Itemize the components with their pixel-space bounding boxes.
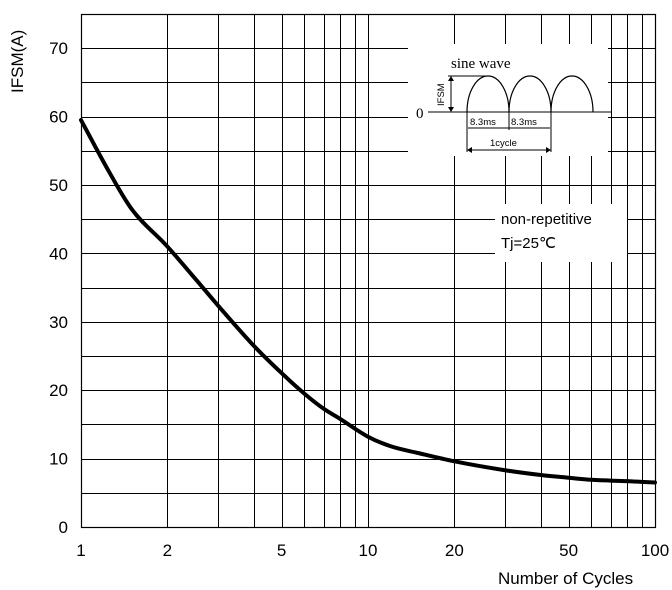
plot-frame xyxy=(80,13,657,529)
tick-labels: 0 10 20 30 40 50 60 70 1 2 5 10 20 50 100 xyxy=(49,39,669,560)
y-axis-label: IFSM(A) xyxy=(8,30,27,93)
x-tick-label: 2 xyxy=(163,541,172,560)
grid xyxy=(80,13,657,529)
data-series xyxy=(79,118,657,485)
y-tick-label: 40 xyxy=(49,244,68,263)
y-tick-label: 20 xyxy=(49,381,68,400)
y-tick-label: 0 xyxy=(59,518,68,537)
y-tick-label: 30 xyxy=(49,313,68,332)
x-tick-label: 100 xyxy=(641,541,669,560)
inset-cycle-label: 1cycle xyxy=(490,138,517,149)
inset-title: sine wave xyxy=(451,56,511,72)
x-tick-label: 20 xyxy=(445,541,464,560)
inset-half-period-2: 8.3ms xyxy=(511,117,537,128)
inset-zero-label: 0 xyxy=(416,106,424,122)
condition-label-line1: non-repetitive xyxy=(501,211,592,228)
x-tick-label: 10 xyxy=(359,541,378,560)
y-tick-label: 10 xyxy=(49,450,68,469)
condition-label-line2: Tj=25℃ xyxy=(501,235,556,252)
y-tick-label: 60 xyxy=(49,108,68,127)
inset-ylabel: IFSM xyxy=(436,83,447,106)
x-tick-label: 1 xyxy=(76,541,85,560)
series-line xyxy=(79,118,657,485)
x-tick-label: 50 xyxy=(559,541,578,560)
x-tick-label: 5 xyxy=(277,541,286,560)
y-tick-label: 50 xyxy=(49,176,68,195)
inset-half-period-1: 8.3ms xyxy=(470,117,496,128)
condition-label-background xyxy=(495,204,627,262)
x-axis-label: Number of Cycles xyxy=(498,569,633,588)
sine-wave-inset: sine wave 0 IFSM 8.3ms 8.3ms 1cycle xyxy=(408,44,612,156)
y-tick-label: 70 xyxy=(49,39,68,58)
